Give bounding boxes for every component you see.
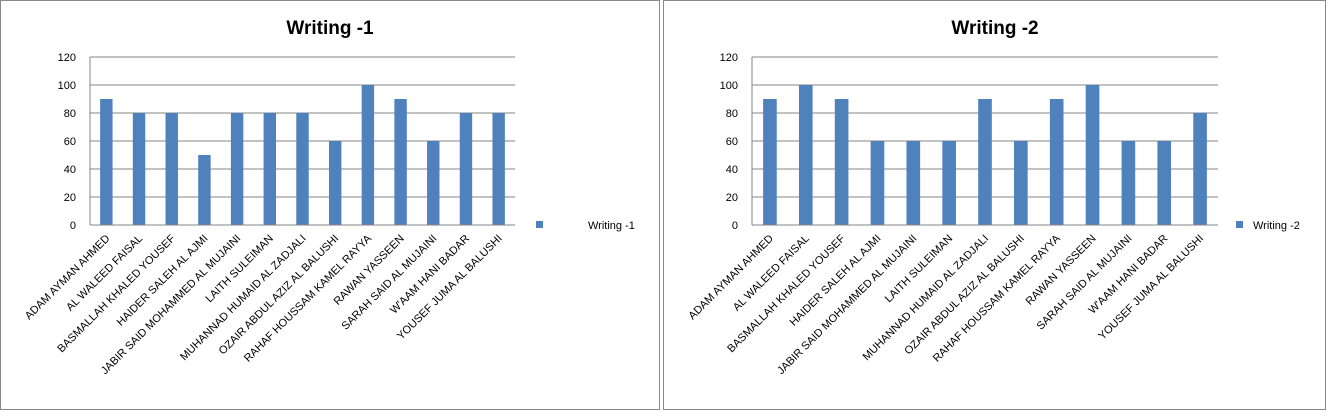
legend-marker — [1236, 221, 1243, 228]
bar — [1014, 141, 1028, 225]
bar — [978, 99, 992, 225]
chart-border — [663, 0, 1326, 410]
bar — [798, 85, 813, 225]
bar — [1121, 141, 1136, 225]
chart-title: Writing -2 — [951, 18, 1038, 39]
bar — [296, 113, 309, 225]
y-tick-label: 60 — [726, 136, 738, 148]
y-tick-label: 20 — [64, 192, 76, 204]
bar — [459, 113, 473, 225]
bar — [361, 85, 375, 225]
bar — [132, 113, 146, 225]
bar — [165, 113, 178, 225]
bar — [394, 99, 407, 225]
y-tick-label: 0 — [732, 220, 738, 232]
bar — [100, 99, 113, 225]
bar — [328, 141, 342, 225]
bar — [1085, 85, 1100, 225]
bar — [763, 99, 777, 225]
legend-label: Writing -2 — [1253, 220, 1300, 232]
bar — [906, 141, 921, 225]
y-tick-label: 0 — [70, 220, 76, 232]
bar — [834, 99, 849, 225]
bar — [198, 155, 211, 225]
bar — [263, 113, 277, 225]
y-tick-label: 40 — [726, 164, 738, 176]
bar — [1193, 113, 1207, 225]
y-tick-label: 40 — [64, 164, 76, 176]
bar — [427, 141, 440, 225]
chart-title: Writing -1 — [286, 18, 374, 39]
y-tick-label: 80 — [64, 108, 76, 120]
y-tick-label: 100 — [720, 80, 738, 92]
bar — [230, 113, 244, 225]
legend-label: Writing -1 — [588, 220, 635, 232]
bar — [1049, 99, 1064, 225]
y-tick-label: 120 — [58, 52, 76, 64]
y-tick-label: 80 — [726, 108, 738, 120]
legend-marker — [536, 221, 543, 228]
bar — [492, 113, 505, 225]
bar — [942, 141, 956, 225]
bar — [1157, 141, 1172, 225]
y-tick-label: 100 — [58, 80, 76, 92]
y-tick-label: 120 — [720, 52, 738, 64]
bar — [870, 141, 885, 225]
y-tick-label: 60 — [64, 136, 76, 148]
y-tick-label: 20 — [726, 192, 738, 204]
